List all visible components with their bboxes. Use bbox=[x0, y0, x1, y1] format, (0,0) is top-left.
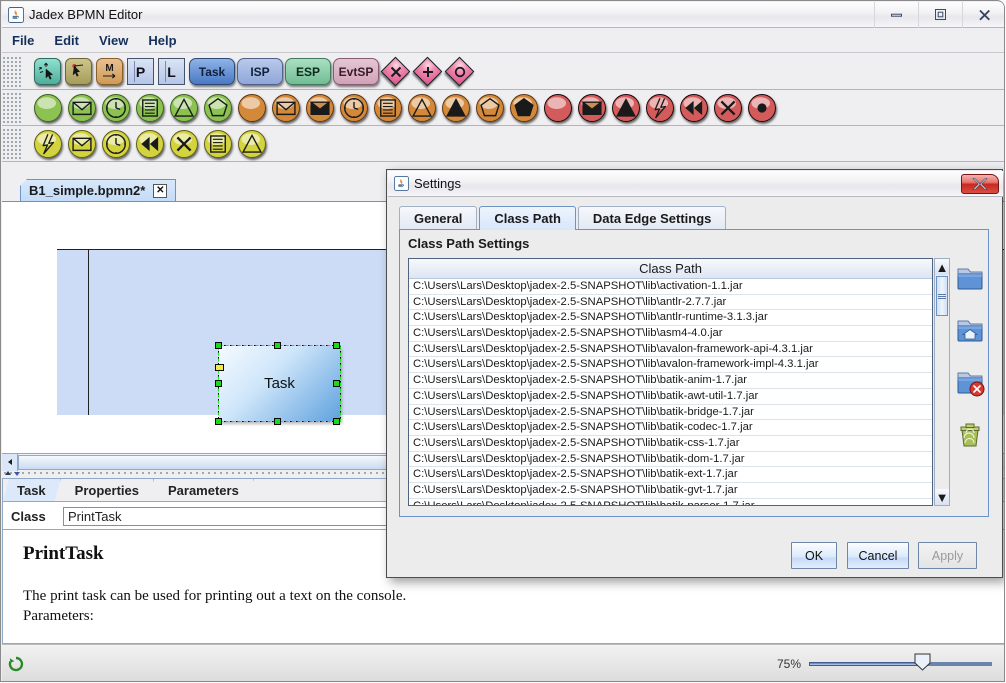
svg-text:M: M bbox=[105, 63, 113, 74]
